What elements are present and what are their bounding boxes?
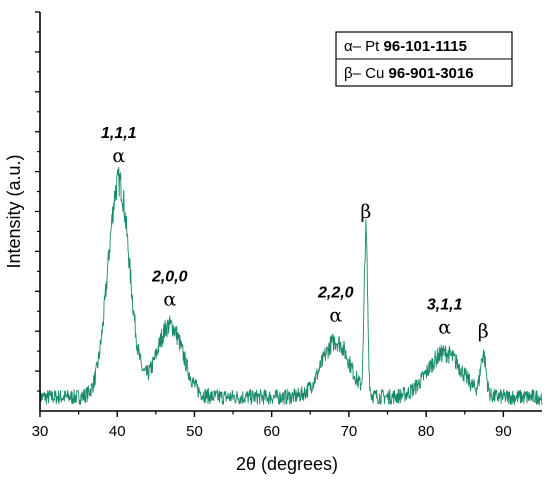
x-tick-label-90: 90 bbox=[495, 423, 512, 440]
plot-area bbox=[39, 166, 543, 406]
x-tick-label-50: 50 bbox=[186, 423, 203, 440]
legend-phase-0: – Pt bbox=[353, 38, 384, 55]
x-tick-label-40: 40 bbox=[109, 423, 126, 440]
peak-hkl-label-2: 2,2,0 bbox=[317, 285, 354, 302]
x-tick-label-30: 30 bbox=[32, 423, 49, 440]
peak-hkl-label-0: 1,1,1 bbox=[101, 125, 137, 142]
x-axis-title: 2θ (degrees) bbox=[236, 454, 338, 474]
legend-code-1: 96-901-3016 bbox=[389, 65, 474, 82]
y-axis-title: Intensity (a.u.) bbox=[4, 154, 24, 268]
peak-phase-label-4: α bbox=[438, 317, 451, 339]
peak-hkl-label-1: 2,0,0 bbox=[151, 269, 188, 286]
legend-entry-1: β– Cu 96-901-3016 bbox=[344, 65, 474, 82]
legend-symbol-1: β bbox=[344, 65, 353, 82]
x-tick-label-80: 80 bbox=[418, 423, 435, 440]
legend: α– Pt 96-101-1115 β– Cu 96-901-3016 bbox=[335, 31, 513, 87]
x-tick-label-60: 60 bbox=[263, 423, 280, 440]
x-tick-label-70: 70 bbox=[341, 423, 358, 440]
peak-hkl-label-4: 3,1,1 bbox=[427, 297, 463, 314]
peak-phase-label-0: α bbox=[112, 145, 125, 167]
ticks: 30 40 50 60 70 80 90 2θ (degrees) Intensity (a.u… bbox=[4, 11, 512, 474]
diffraction-trace bbox=[39, 166, 543, 406]
peak-phase-label-3: β bbox=[360, 201, 371, 223]
legend-symbol-0: α bbox=[344, 38, 353, 55]
peak-phase-label-1: α bbox=[163, 289, 176, 311]
legend-code-0: 96-101-1115 bbox=[384, 38, 467, 55]
legend-phase-1: – Cu bbox=[353, 65, 389, 82]
peak-phase-label-2: α bbox=[329, 305, 342, 327]
peak-annotations: α 1,1,1 α 2,0,0 α 2,2,0 β α 3,1,1 β bbox=[101, 125, 489, 343]
peak-phase-label-5: β bbox=[478, 321, 489, 343]
legend-entry-0: α– Pt 96-101-1115 bbox=[344, 38, 467, 55]
